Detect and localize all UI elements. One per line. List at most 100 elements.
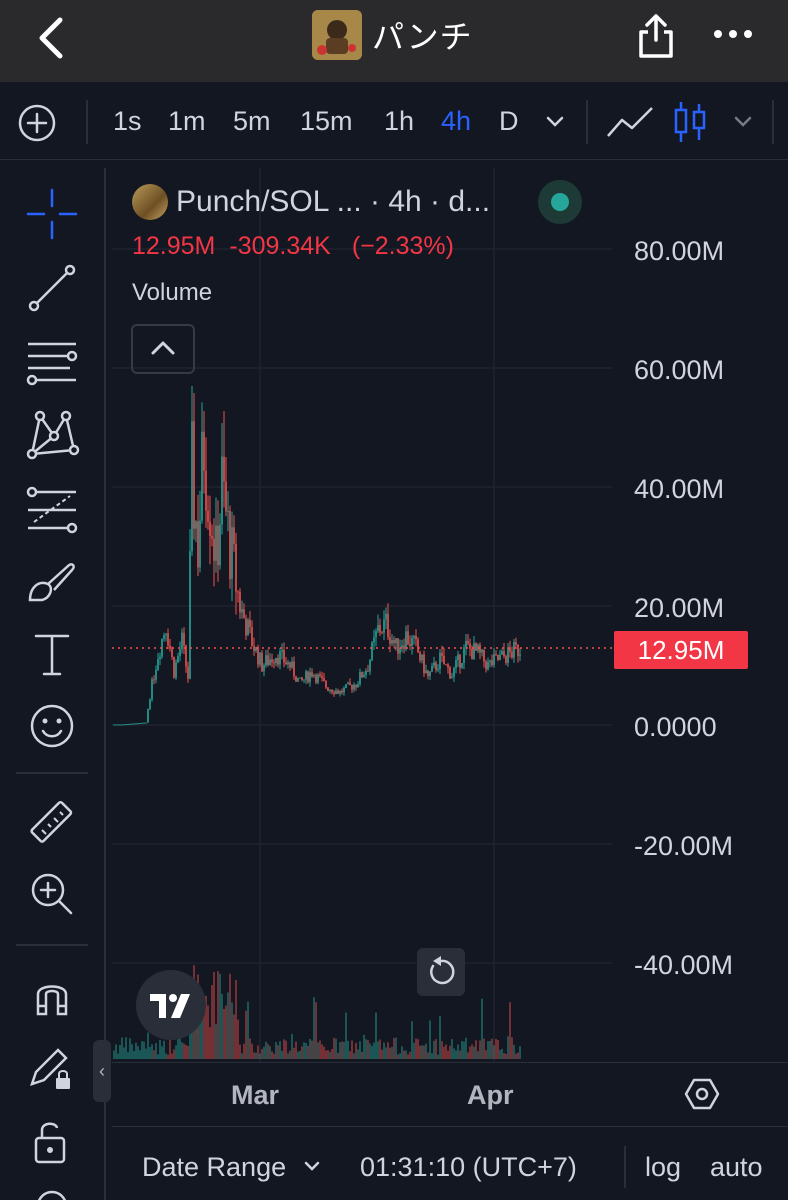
- candle: [511, 651, 513, 658]
- volume-bar: [149, 1047, 151, 1059]
- timeframe-4h[interactable]: 4h: [441, 106, 472, 136]
- timeframe-d[interactable]: D: [499, 106, 519, 136]
- x-axis-tick: Apr: [467, 1080, 514, 1110]
- crosshair-tool[interactable]: [24, 186, 80, 242]
- chart-panel[interactable]: [112, 168, 788, 1200]
- candlestick-icon: [674, 102, 706, 142]
- timeframe-dropdown[interactable]: [544, 112, 566, 130]
- volume-bar: [443, 1046, 445, 1059]
- back-button[interactable]: [32, 14, 72, 62]
- auto-scale-toggle[interactable]: auto: [710, 1152, 763, 1182]
- time-axis[interactable]: [112, 1062, 788, 1126]
- share-button[interactable]: [636, 12, 676, 60]
- candle: [339, 690, 341, 694]
- candle: [191, 421, 193, 552]
- text-tool[interactable]: [24, 626, 80, 682]
- zoom-in-tool[interactable]: [24, 866, 80, 922]
- volume-bar: [425, 1043, 427, 1059]
- date-range-button[interactable]: Date Range: [142, 1152, 287, 1182]
- volume-bar: [219, 973, 221, 1059]
- candle: [207, 510, 209, 522]
- volume-bar: [151, 1044, 153, 1059]
- volume-bar: [407, 1054, 409, 1059]
- pattern-tool[interactable]: [24, 406, 80, 462]
- volume-bar: [363, 1034, 365, 1059]
- volume-bar: [511, 1037, 513, 1059]
- candle: [223, 456, 225, 482]
- price-chart[interactable]: [112, 168, 788, 1062]
- volume-bar: [305, 1043, 307, 1059]
- volume-bar: [409, 1051, 411, 1059]
- log-scale-toggle[interactable]: log: [645, 1152, 682, 1182]
- tradingview-logo[interactable]: [136, 970, 206, 1040]
- sidebar-collapse-toggle[interactable]: ‹: [93, 1040, 111, 1102]
- line-chart-button[interactable]: [606, 104, 654, 140]
- candle: [199, 520, 201, 568]
- timeframe-1s[interactable]: 1s: [113, 106, 142, 136]
- volume-bar: [347, 1040, 349, 1059]
- legend-title[interactable]: Punch/SOL ... · 4h · d...: [176, 185, 491, 218]
- timeframe-1h[interactable]: 1h: [384, 106, 415, 136]
- text-icon: [34, 634, 70, 676]
- magnet-tool[interactable]: [24, 968, 80, 1024]
- candle: [269, 659, 271, 665]
- timeframe-1m[interactable]: 1m: [168, 106, 206, 136]
- ruler-tool[interactable]: [24, 796, 80, 852]
- reset-chart-button[interactable]: [417, 948, 465, 996]
- timezone-clock[interactable]: 01:31:10 (UTC+7): [360, 1152, 577, 1182]
- bottom-bar: [112, 1126, 788, 1200]
- volume-indicator-label[interactable]: Volume: [132, 279, 213, 306]
- volume-bar: [435, 1039, 437, 1059]
- candle: [229, 510, 231, 579]
- candle: [267, 655, 269, 665]
- emoji-tool[interactable]: [24, 698, 80, 754]
- timeframe-5m[interactable]: 5m: [233, 106, 271, 136]
- volume-bar: [465, 1037, 467, 1059]
- trend-line-icon: [28, 264, 76, 312]
- next-tool[interactable]: [24, 1186, 80, 1200]
- chart-type-dropdown[interactable]: [732, 112, 754, 130]
- candle: [497, 654, 499, 660]
- volume-bar: [451, 1039, 453, 1059]
- volume-bar: [391, 1046, 393, 1059]
- candle: [469, 643, 471, 649]
- unlock-tool[interactable]: [24, 1114, 80, 1170]
- legend-collapse-button[interactable]: [131, 324, 195, 374]
- volume-bar: [119, 1044, 121, 1059]
- candle: [157, 659, 159, 670]
- candle: [373, 637, 375, 643]
- volume-bar: [417, 1039, 419, 1059]
- candle: [283, 650, 285, 663]
- timeframe-15m[interactable]: 15m: [300, 106, 353, 136]
- trend-line-tool[interactable]: [24, 260, 80, 316]
- chart-settings-button[interactable]: [684, 1076, 720, 1112]
- settings-hexagon-icon: [684, 1078, 720, 1110]
- lock-drawing-tool[interactable]: [24, 1040, 80, 1096]
- market-status[interactable]: [538, 180, 582, 224]
- candle: [405, 631, 407, 650]
- volume-bar: [217, 971, 219, 1059]
- volume-bar: [515, 1053, 517, 1059]
- volume-bar: [503, 1053, 505, 1059]
- brush-tool[interactable]: [24, 554, 80, 610]
- volume-bar: [517, 1052, 519, 1059]
- volume-bar: [163, 1040, 165, 1059]
- volume-bar: [355, 1042, 357, 1059]
- volume-bar: [205, 995, 207, 1059]
- candle: [185, 645, 187, 667]
- volume-bar: [415, 1038, 417, 1059]
- candle: [441, 652, 443, 656]
- date-range-dropdown[interactable]: [302, 1158, 322, 1174]
- candle: [217, 525, 219, 566]
- candle: [443, 655, 445, 665]
- fib-tool[interactable]: [24, 482, 80, 538]
- candle-chart-button[interactable]: [674, 100, 706, 144]
- add-indicator-button[interactable]: [17, 103, 57, 143]
- candle: [205, 470, 207, 511]
- volume-bar: [175, 1045, 177, 1059]
- horizontal-lines-tool[interactable]: [24, 334, 80, 390]
- candle: [431, 665, 433, 672]
- unlock-icon: [34, 1122, 66, 1164]
- candle: [337, 690, 339, 694]
- more-button[interactable]: [712, 22, 756, 46]
